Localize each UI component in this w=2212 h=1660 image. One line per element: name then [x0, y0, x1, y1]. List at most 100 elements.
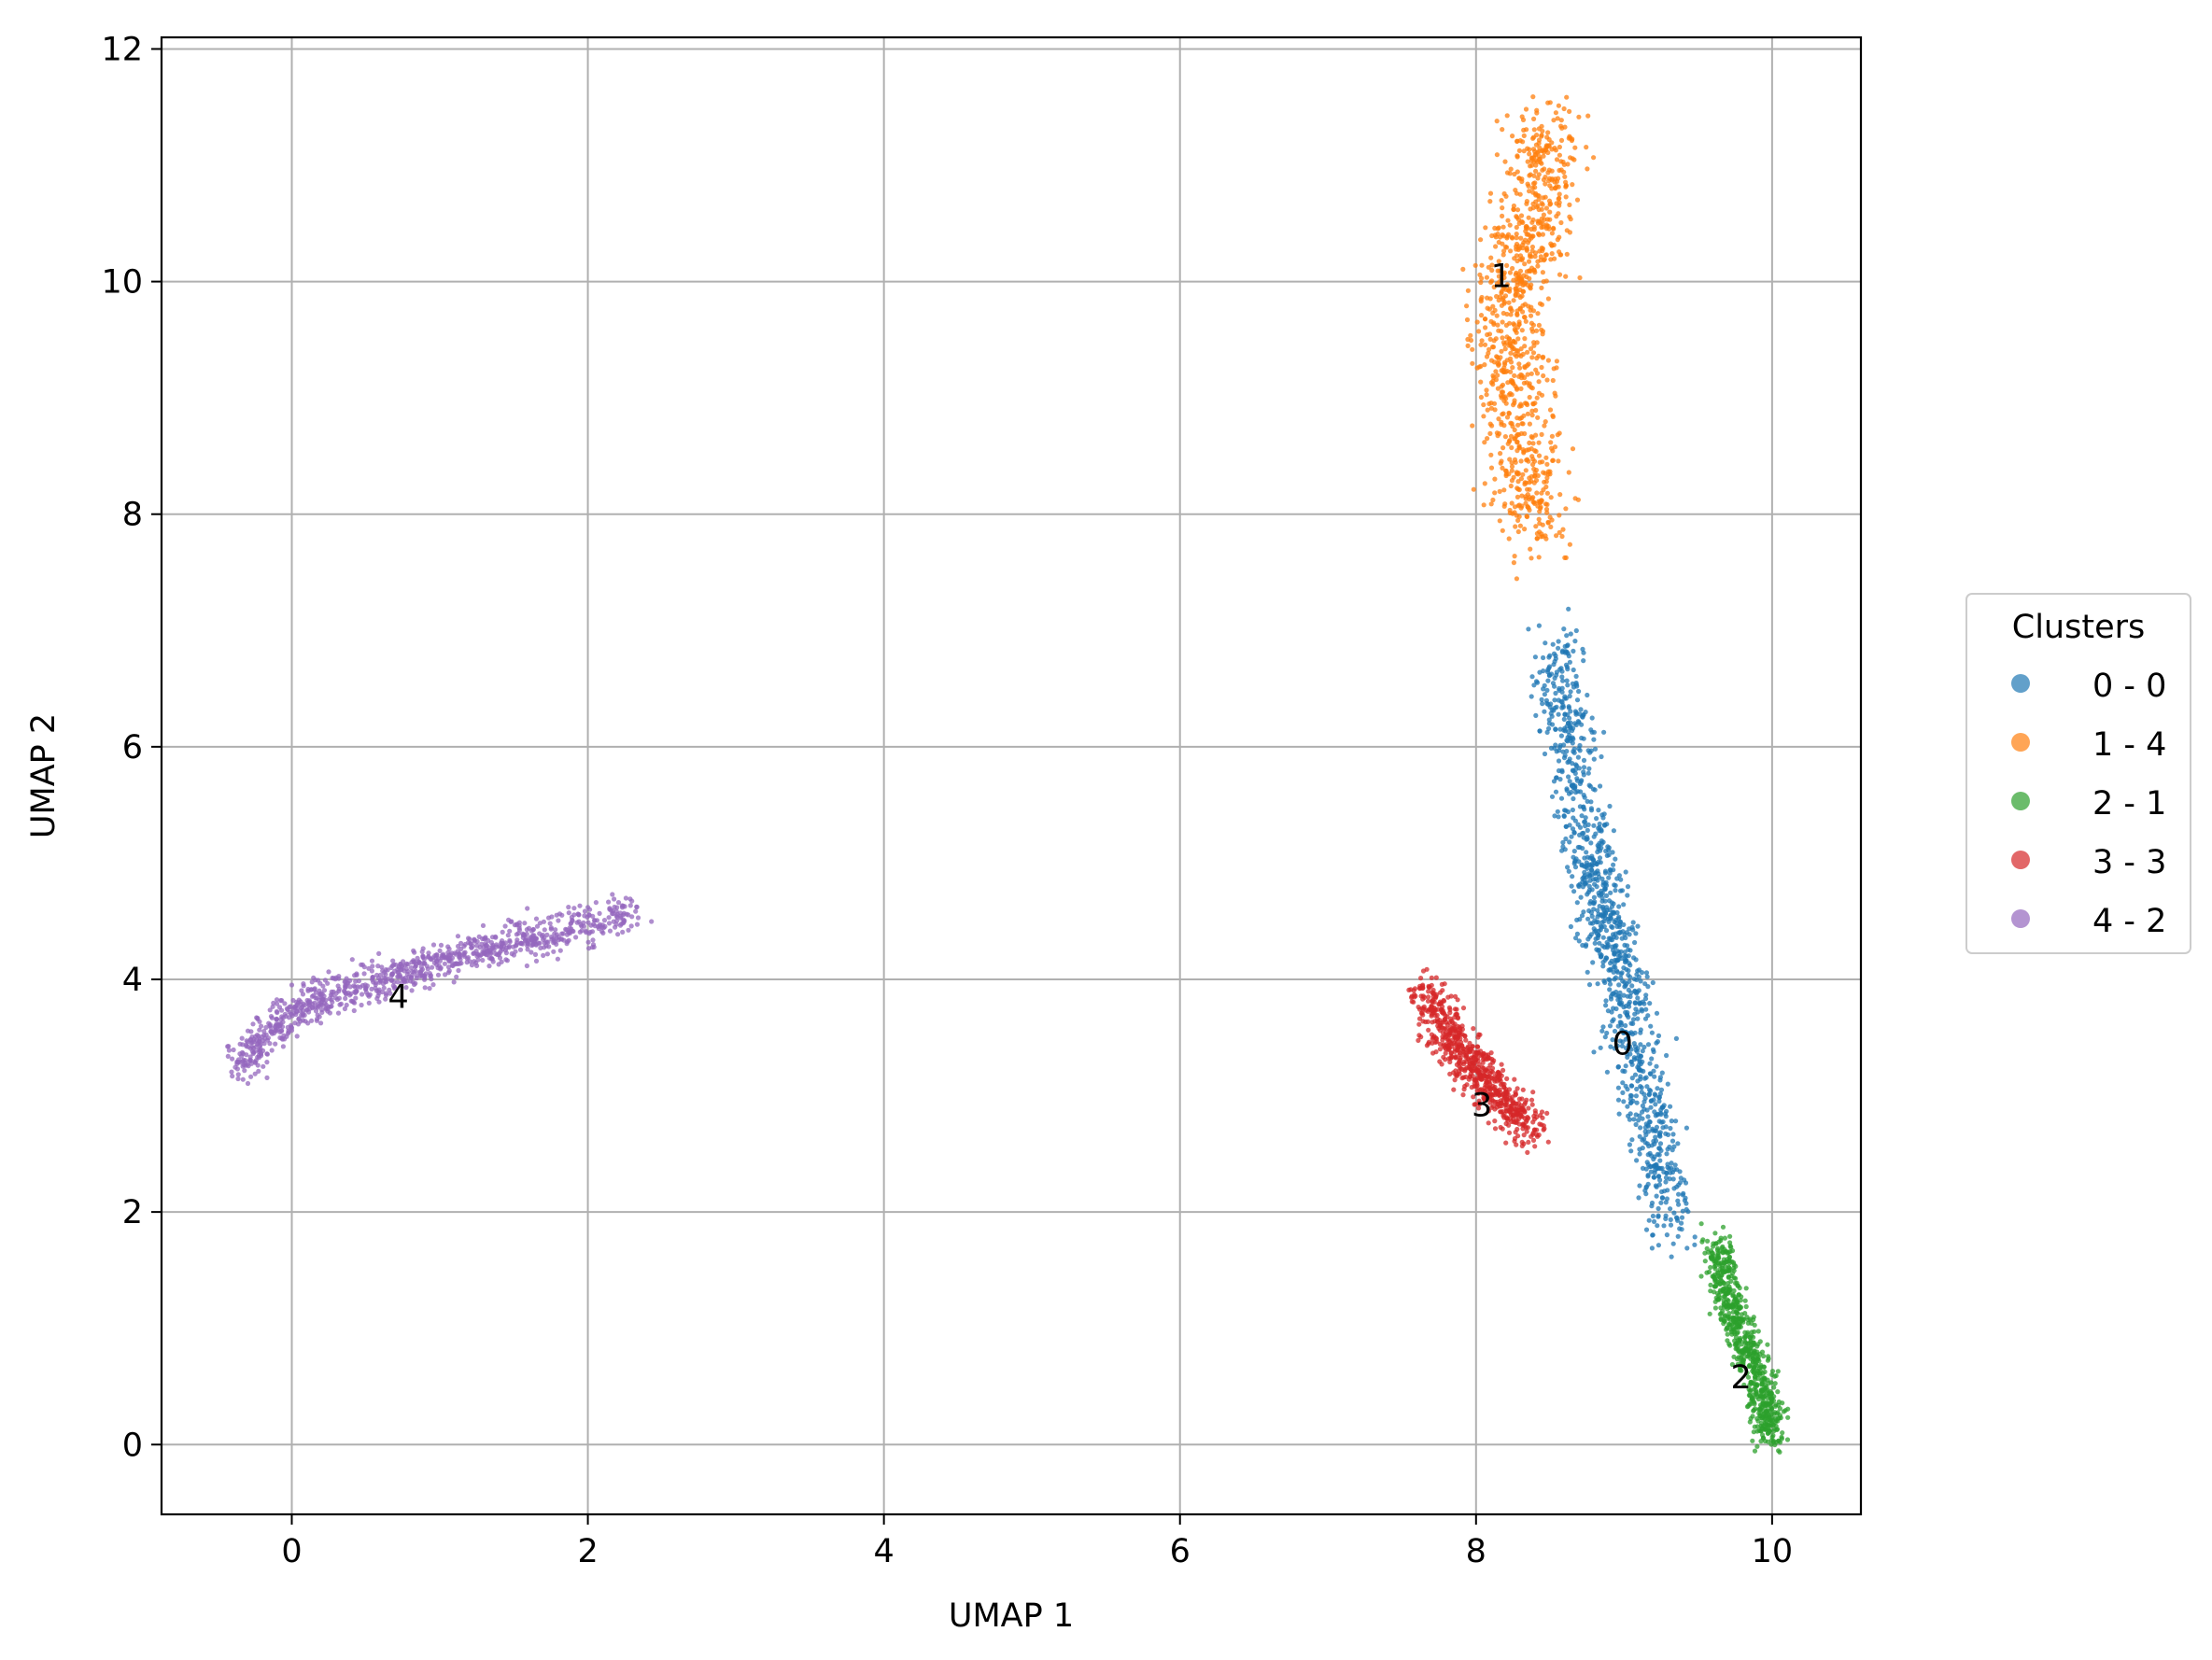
data-point	[628, 923, 634, 929]
data-point	[1490, 497, 1496, 503]
data-point	[282, 1001, 288, 1006]
data-point	[1529, 413, 1535, 418]
data-point	[1587, 921, 1593, 926]
data-point	[1492, 1126, 1499, 1132]
data-point	[1655, 1165, 1661, 1171]
data-point	[1515, 422, 1521, 428]
data-point	[275, 1022, 280, 1028]
data-point	[1561, 755, 1568, 761]
data-point	[566, 910, 571, 916]
data-point	[1507, 286, 1513, 291]
data-point	[1616, 904, 1622, 909]
data-point	[257, 1038, 262, 1044]
data-point	[1613, 935, 1619, 940]
data-point	[607, 906, 613, 911]
data-point	[1734, 1330, 1740, 1336]
data-point	[1557, 529, 1562, 536]
data-point	[1482, 440, 1487, 445]
data-point	[1698, 1273, 1704, 1279]
data-point	[1464, 1082, 1470, 1088]
data-point	[1508, 166, 1514, 172]
data-point	[1515, 207, 1521, 213]
data-point	[1592, 940, 1598, 946]
data-point	[1517, 138, 1523, 144]
data-point	[1720, 1224, 1726, 1230]
data-point	[1527, 480, 1532, 485]
data-point	[1638, 1084, 1643, 1090]
data-point	[1554, 533, 1559, 539]
data-point	[1504, 282, 1511, 288]
data-point	[1640, 1137, 1645, 1143]
data-point	[1524, 513, 1530, 520]
data-point	[1764, 1385, 1769, 1390]
data-point	[1629, 983, 1635, 989]
data-point	[1467, 1040, 1472, 1046]
data-point	[1657, 1110, 1664, 1116]
data-point	[1582, 819, 1587, 824]
data-point	[1570, 681, 1575, 686]
data-point	[1585, 835, 1590, 840]
data-point	[1635, 1078, 1641, 1084]
data-point	[1468, 332, 1473, 338]
data-point	[1649, 1056, 1655, 1062]
data-point	[1585, 798, 1590, 805]
data-point	[1583, 710, 1588, 715]
data-point	[1645, 1114, 1651, 1119]
data-point	[1552, 444, 1558, 450]
data-point	[1708, 1288, 1713, 1294]
data-point	[1478, 313, 1485, 318]
data-point	[1452, 1021, 1458, 1027]
data-point	[1476, 1087, 1483, 1092]
data-point	[1604, 1030, 1610, 1036]
data-point	[435, 972, 442, 978]
data-point	[267, 1007, 273, 1013]
data-point	[405, 969, 411, 975]
data-point	[1585, 969, 1590, 975]
data-point	[1515, 415, 1520, 421]
data-point	[1594, 816, 1599, 822]
data-point	[1556, 758, 1562, 764]
data-point	[1612, 1028, 1618, 1034]
data-point	[576, 911, 582, 918]
data-point	[1600, 935, 1606, 940]
data-point	[1543, 506, 1550, 513]
data-point	[1560, 844, 1566, 850]
data-point	[1607, 981, 1613, 987]
data-point	[1785, 1406, 1791, 1412]
data-point	[1649, 1245, 1655, 1251]
data-point	[1409, 999, 1415, 1005]
data-point	[1568, 923, 1573, 930]
data-point	[1493, 234, 1499, 240]
data-point	[1643, 1006, 1649, 1012]
data-point	[1654, 1063, 1659, 1069]
data-point	[1527, 394, 1532, 401]
data-point	[1533, 448, 1539, 455]
data-point	[1620, 1068, 1626, 1074]
data-point	[1727, 1248, 1733, 1255]
legend-marker	[2011, 733, 2030, 752]
data-point	[1714, 1247, 1720, 1253]
data-point	[1531, 173, 1537, 178]
data-point	[1485, 305, 1490, 311]
data-point	[1670, 1132, 1676, 1137]
data-point	[1560, 704, 1566, 710]
data-point	[541, 952, 546, 958]
data-point	[1439, 1000, 1444, 1006]
data-point	[1549, 517, 1555, 523]
data-point	[1568, 689, 1573, 695]
data-point	[1599, 952, 1604, 958]
data-point	[1527, 151, 1532, 157]
data-point	[1583, 943, 1588, 950]
data-point	[1504, 170, 1511, 176]
data-point	[1516, 443, 1522, 449]
data-point	[1776, 1399, 1782, 1405]
data-point	[418, 968, 424, 974]
data-point	[1486, 1108, 1492, 1114]
data-point	[284, 1034, 289, 1039]
data-point	[319, 1009, 325, 1015]
legend-entry: 4 - 2	[2092, 903, 2166, 940]
data-point	[1556, 103, 1561, 108]
data-point	[1607, 803, 1613, 809]
data-point	[1582, 869, 1587, 876]
data-point	[582, 913, 587, 919]
